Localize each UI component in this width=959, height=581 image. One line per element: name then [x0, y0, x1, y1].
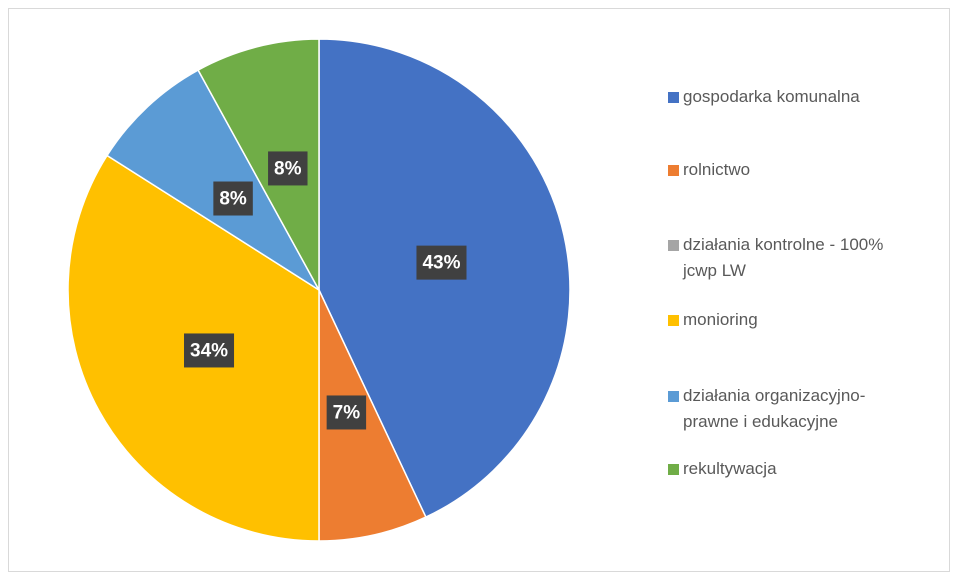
legend-swatch	[668, 240, 679, 251]
data-label-box	[184, 333, 235, 368]
legend-item: rekultywacja	[668, 456, 898, 482]
pie-slice	[318, 289, 427, 542]
data-label: 34%	[184, 333, 235, 368]
legend-swatch	[668, 315, 679, 326]
legend-label: działania kontrolne - 100% jcwp LW	[683, 235, 884, 280]
legend-label: działania organizacyjno-prawne i edukacy…	[683, 386, 866, 431]
data-label: 7%	[326, 395, 367, 430]
data-label-box	[213, 181, 253, 216]
legend-item: działania kontrolne - 100% jcwp LW	[668, 232, 898, 284]
legend-label: rolnictwo	[683, 160, 751, 179]
data-label-box	[268, 151, 308, 186]
legend-swatch	[668, 92, 679, 103]
data-label: 43%	[416, 245, 467, 280]
pie-slice	[197, 38, 320, 291]
legend-item: działania organizacyjno-prawne i edukacy…	[668, 383, 898, 435]
data-label-text: 8%	[219, 189, 247, 210]
legend-swatch	[668, 165, 679, 176]
chart-frame	[8, 8, 950, 572]
data-label: 8%	[213, 181, 253, 216]
legend-item: rolnictwo	[668, 157, 898, 183]
legend-item: monioring	[668, 307, 898, 333]
legend-swatch	[668, 464, 679, 475]
data-label-text: 34%	[190, 340, 228, 361]
data-label-text: 8%	[274, 158, 302, 179]
legend-label: monioring	[683, 310, 758, 329]
data-label-text: 7%	[333, 402, 361, 423]
legend-item: gospodarka komunalna	[668, 84, 898, 110]
legend-label: rekultywacja	[683, 459, 777, 478]
data-label-text: 43%	[422, 253, 460, 274]
data-label-box	[326, 395, 367, 430]
data-label: 8%	[268, 151, 308, 186]
legend-label: gospodarka komunalna	[683, 87, 860, 106]
data-label-box	[416, 245, 467, 280]
pie-slice	[106, 69, 320, 291]
legend-swatch	[668, 391, 679, 402]
